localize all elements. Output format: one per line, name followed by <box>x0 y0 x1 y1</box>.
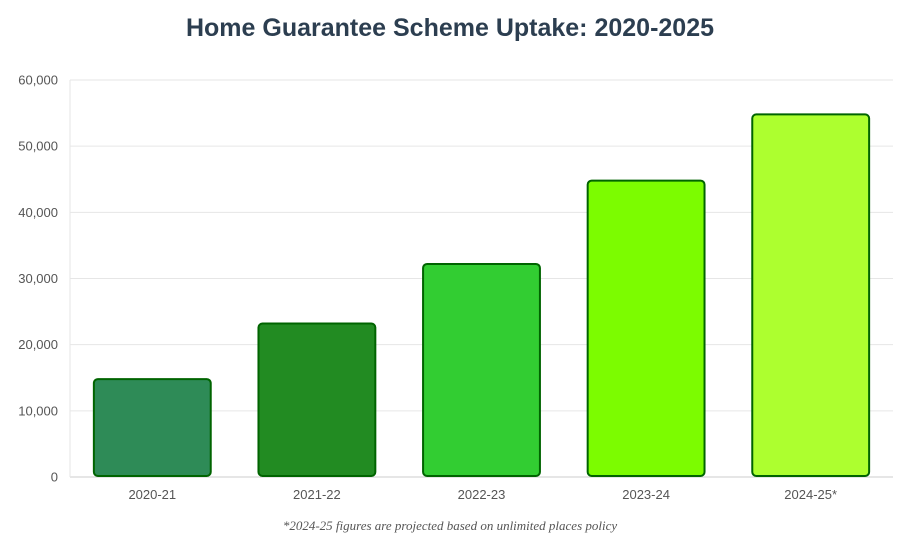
x-tick-label: 2021-22 <box>293 487 341 502</box>
x-tick-label: 2023-24 <box>622 487 670 502</box>
x-tick-label: 2022-23 <box>458 487 506 502</box>
y-tick-label: 10,000 <box>18 403 58 418</box>
bar <box>586 179 706 477</box>
y-tick-label: 0 <box>51 470 58 485</box>
y-tick-label: 40,000 <box>18 205 58 220</box>
bar <box>751 113 871 477</box>
bar <box>422 262 541 477</box>
chart-footnote: *2024-25 figures are projected based on … <box>282 518 618 533</box>
bar <box>257 322 377 478</box>
y-tick-labels: 0 10,000 20,000 30,000 40,000 50,000 60,000 <box>18 73 58 485</box>
bars <box>92 113 871 478</box>
bar <box>92 378 212 477</box>
y-tick-label: 60,000 <box>18 73 58 88</box>
chart-title: Home Guarantee Scheme Uptake: 2020-2025 <box>185 14 715 42</box>
y-tick-label: 30,000 <box>18 271 58 286</box>
y-tick-label: 50,000 <box>18 139 58 154</box>
x-tick-label: 2024-25* <box>784 487 837 502</box>
x-tick-label: 2020-21 <box>128 487 176 502</box>
x-tick-labels: 2020-21 2021-22 2022-23 2023-24 2024-25* <box>128 487 837 502</box>
y-tick-label: 20,000 <box>18 337 58 352</box>
